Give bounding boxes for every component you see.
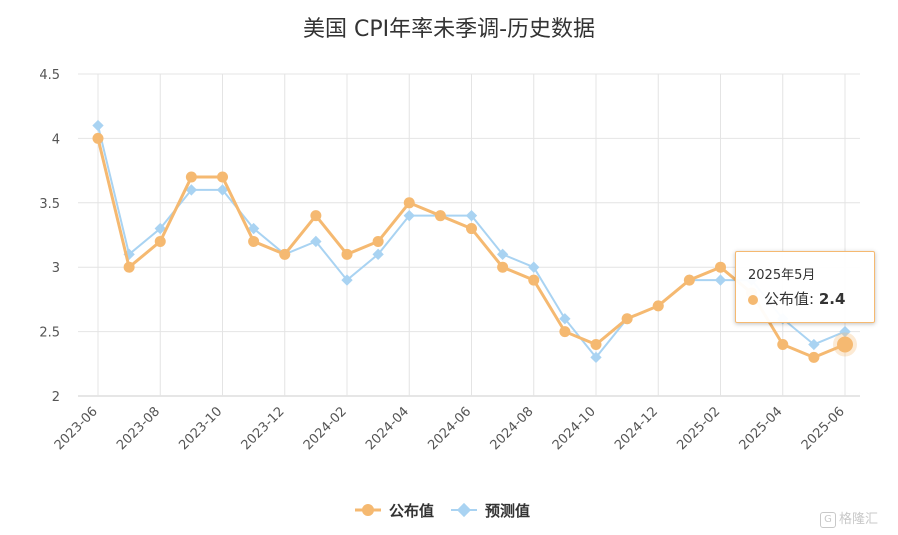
published-point[interactable]	[497, 261, 509, 273]
published-point[interactable]	[92, 132, 104, 144]
published-point[interactable]	[652, 300, 664, 312]
published-point[interactable]	[185, 171, 197, 183]
published-point[interactable]	[715, 261, 726, 273]
forecast-point[interactable]	[403, 210, 415, 222]
forecast-point[interactable]	[372, 248, 384, 260]
legend-item-forecast[interactable]: 预测值	[451, 502, 530, 520]
published-point[interactable]	[217, 171, 228, 183]
forecast-point[interactable]	[216, 184, 229, 196]
published-point[interactable]	[777, 338, 789, 350]
forecast-point[interactable]	[559, 313, 571, 325]
legend-published-marker	[362, 504, 374, 516]
published-point[interactable]	[837, 336, 853, 353]
published-point[interactable]	[403, 197, 415, 209]
x-tick-label: 2024-08	[488, 404, 537, 453]
forecast-point[interactable]	[496, 248, 509, 260]
published-point[interactable]	[123, 261, 135, 273]
published-point[interactable]	[683, 274, 695, 286]
published-point[interactable]	[372, 235, 384, 247]
published-point[interactable]	[808, 351, 820, 363]
forecast-point[interactable]	[341, 274, 353, 286]
published-point[interactable]	[590, 338, 602, 350]
x-tick-label: 2023-12	[239, 404, 288, 453]
published-point[interactable]	[310, 210, 322, 222]
watermark-logo-icon: G	[820, 511, 836, 528]
x-tick-label: 2025-06	[799, 404, 848, 453]
grid-lines	[78, 73, 860, 397]
x-tick-label: 2025-02	[674, 404, 723, 453]
published-point[interactable]	[434, 210, 446, 222]
x-tick-label: 2024-12	[612, 404, 661, 453]
x-tick-label: 2024-10	[550, 404, 599, 453]
legend-forecast-marker	[456, 502, 472, 518]
x-tick-label: 2023-10	[176, 404, 225, 453]
forecast-point[interactable]	[714, 274, 727, 286]
legend-item-published[interactable]: 公布值	[355, 502, 434, 520]
tooltip-series-label: 公布值:	[764, 290, 815, 308]
y-tick-label: 2	[52, 390, 60, 405]
published-point[interactable]	[528, 274, 540, 286]
x-axis-ticks: 2023-06 2023-08 2023-10 2023-12 2024-02 2024-…	[52, 404, 848, 453]
published-point[interactable]	[154, 235, 166, 247]
forecast-point[interactable]	[590, 351, 602, 364]
published-point[interactable]	[279, 248, 291, 260]
published-point[interactable]	[248, 235, 260, 247]
forecast-point[interactable]	[310, 235, 322, 248]
x-tick-label: 2023-06	[52, 404, 101, 453]
forecast-point[interactable]	[185, 184, 198, 196]
legend[interactable]: 公布值 预测值	[355, 502, 530, 520]
legend-forecast-label: 预测值	[485, 502, 530, 520]
watermark: G 格隆汇	[820, 508, 878, 528]
x-tick-label: 2024-06	[425, 404, 474, 453]
tooltip-row: 公布值: 2.4	[748, 288, 845, 309]
forecast-point[interactable]	[528, 261, 540, 273]
forecast-point[interactable]	[465, 210, 478, 222]
tooltip-series-dot-icon	[748, 294, 758, 305]
y-tick-label: 3	[52, 261, 60, 276]
published-point[interactable]	[621, 313, 633, 325]
y-tick-label: 3.5	[39, 197, 60, 212]
data-tooltip: 2025年5月 公布值: 2.4	[735, 251, 875, 323]
published-point[interactable]	[466, 223, 477, 235]
published-point[interactable]	[341, 248, 353, 260]
x-tick-label: 2024-04	[363, 404, 412, 453]
tooltip-value: 2.4	[818, 290, 846, 308]
forecast-point[interactable]	[247, 222, 260, 235]
forecast-point[interactable]	[808, 338, 820, 351]
published-point[interactable]	[559, 326, 571, 338]
y-tick-label: 4.5	[39, 68, 60, 83]
forecast-point[interactable]	[839, 325, 851, 338]
y-tick-label: 2.5	[39, 326, 60, 341]
x-tick-label: 2025-04	[737, 404, 786, 453]
chart-title: 美国 CPI年率未季调-历史数据	[303, 17, 595, 42]
x-tick-label: 2024-02	[301, 404, 350, 453]
y-tick-label: 4	[52, 132, 60, 147]
series-layer	[92, 119, 857, 364]
legend-published-label: 公布值	[389, 502, 434, 520]
x-tick-label: 2023-08	[114, 404, 163, 453]
watermark-text: 格隆汇	[839, 512, 879, 527]
forecast-point[interactable]	[154, 222, 166, 235]
forecast-point[interactable]	[92, 119, 104, 132]
y-axis-ticks: 2 2.5 3 3.5 4 4.5	[39, 68, 60, 405]
tooltip-date: 2025年5月	[748, 268, 816, 283]
